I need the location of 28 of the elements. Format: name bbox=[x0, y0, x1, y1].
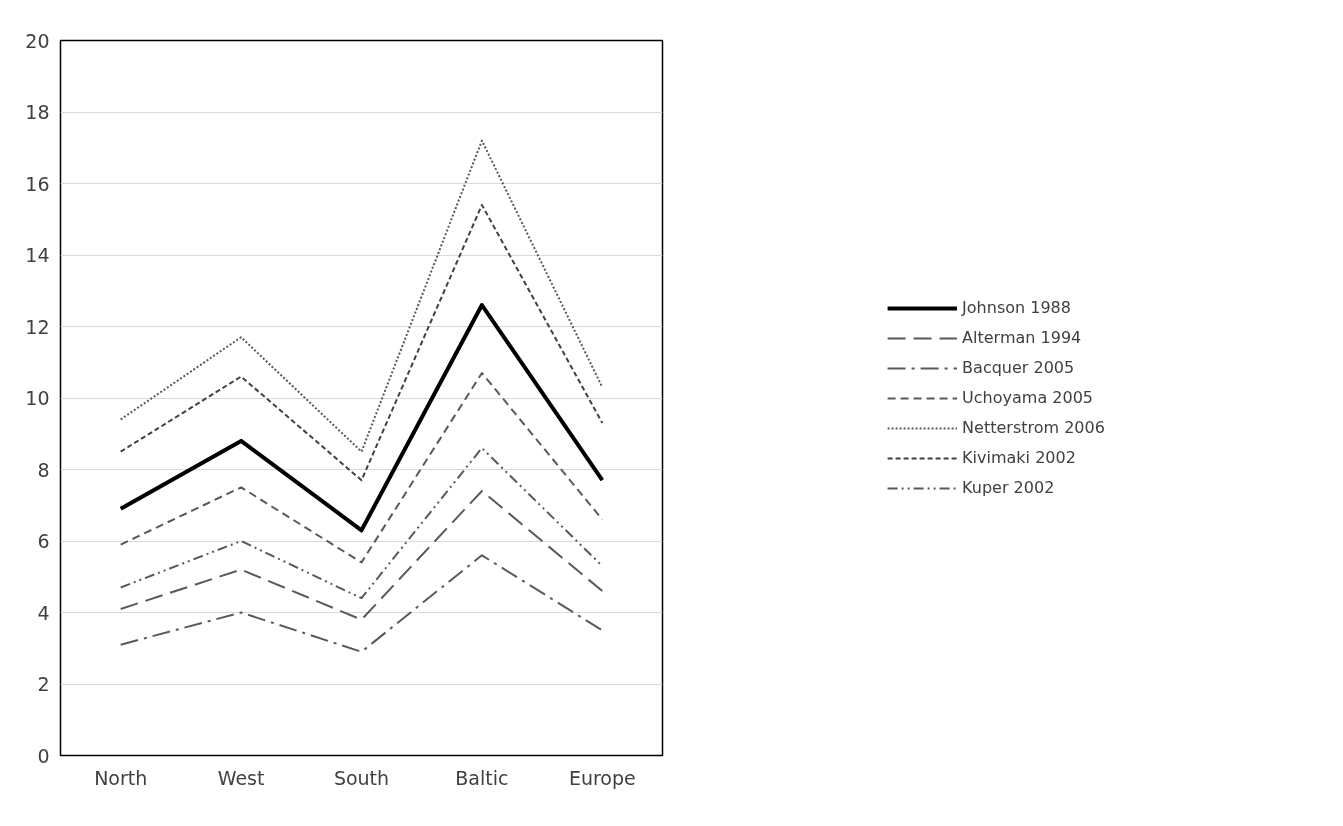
line-series bbox=[119, 554, 604, 653]
y-tick-label: 0 bbox=[37, 744, 50, 767]
x-tick-label: Baltic bbox=[455, 766, 509, 789]
y-tick-label: 6 bbox=[37, 530, 50, 552]
x-tick-label: West bbox=[217, 766, 265, 789]
line-series bbox=[118, 303, 605, 533]
line-series bbox=[119, 203, 604, 482]
x-tick-label: North bbox=[94, 766, 148, 789]
y-tick-label: 14 bbox=[25, 244, 50, 266]
y-tick-label: 20 bbox=[25, 29, 50, 52]
legend-label: Uchoyama 2005 bbox=[962, 388, 1094, 407]
x-tick-label: Europe bbox=[568, 766, 636, 789]
legend-label: Kivimaki 2002 bbox=[962, 448, 1076, 467]
y-tick-label: 10 bbox=[25, 387, 50, 409]
legend-label: Alterman 1994 bbox=[962, 328, 1082, 347]
legend-label: Netterstrom 2006 bbox=[962, 418, 1105, 437]
y-tick-label: 18 bbox=[25, 101, 50, 123]
y-tick-label: 16 bbox=[25, 172, 50, 195]
y-tick-label: 8 bbox=[37, 458, 50, 481]
legend-label: Bacquer 2005 bbox=[962, 358, 1075, 377]
x-tick-label: South bbox=[333, 766, 390, 789]
line-series bbox=[119, 139, 604, 453]
line-series bbox=[119, 489, 604, 621]
legend-label: Kuper 2002 bbox=[962, 478, 1055, 497]
y-tick-label: 12 bbox=[25, 315, 50, 338]
y-tick-label: 2 bbox=[37, 673, 50, 695]
legend-label: Johnson 1988 bbox=[962, 298, 1071, 317]
y-tick-label: 4 bbox=[37, 601, 50, 624]
